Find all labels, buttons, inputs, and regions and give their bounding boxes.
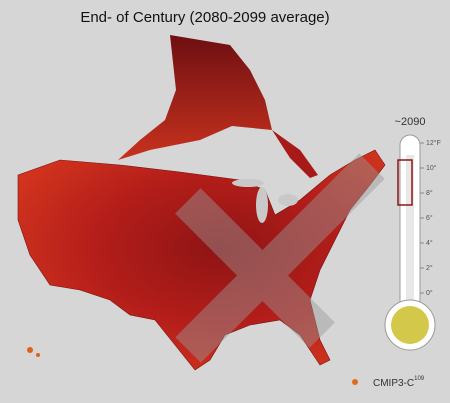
map-title: End- of Century (2080-2099 average) [80,9,329,26]
year-label: ~2090 [395,116,426,128]
lake [232,179,264,187]
hawaii [36,353,40,357]
scale-label: 4° [426,239,433,247]
territory [352,379,358,385]
credit: CMIP3-C109 [373,376,425,389]
lake [278,194,298,206]
alaska-panhandle [272,130,318,178]
scale-label: 12°F [426,139,441,147]
scale-label: 0° [426,289,433,297]
range-marker [397,159,413,206]
scale-label: 8° [426,189,433,197]
credit-superscript: 109 [414,376,425,382]
thermometer-scale: 12°F 10° 8° 6° 4° 2° 0° [420,139,441,297]
scale-label: 2° [426,264,433,272]
scale-label: 6° [426,214,433,222]
hawaii [27,347,33,353]
thermometer-column [406,155,414,315]
credit-text: CMIP3-C [373,378,414,389]
thermometer-fill [391,306,429,344]
watermark [175,153,385,363]
lake [256,187,268,223]
alaska [118,35,272,160]
scale-label: 10° [426,164,437,172]
